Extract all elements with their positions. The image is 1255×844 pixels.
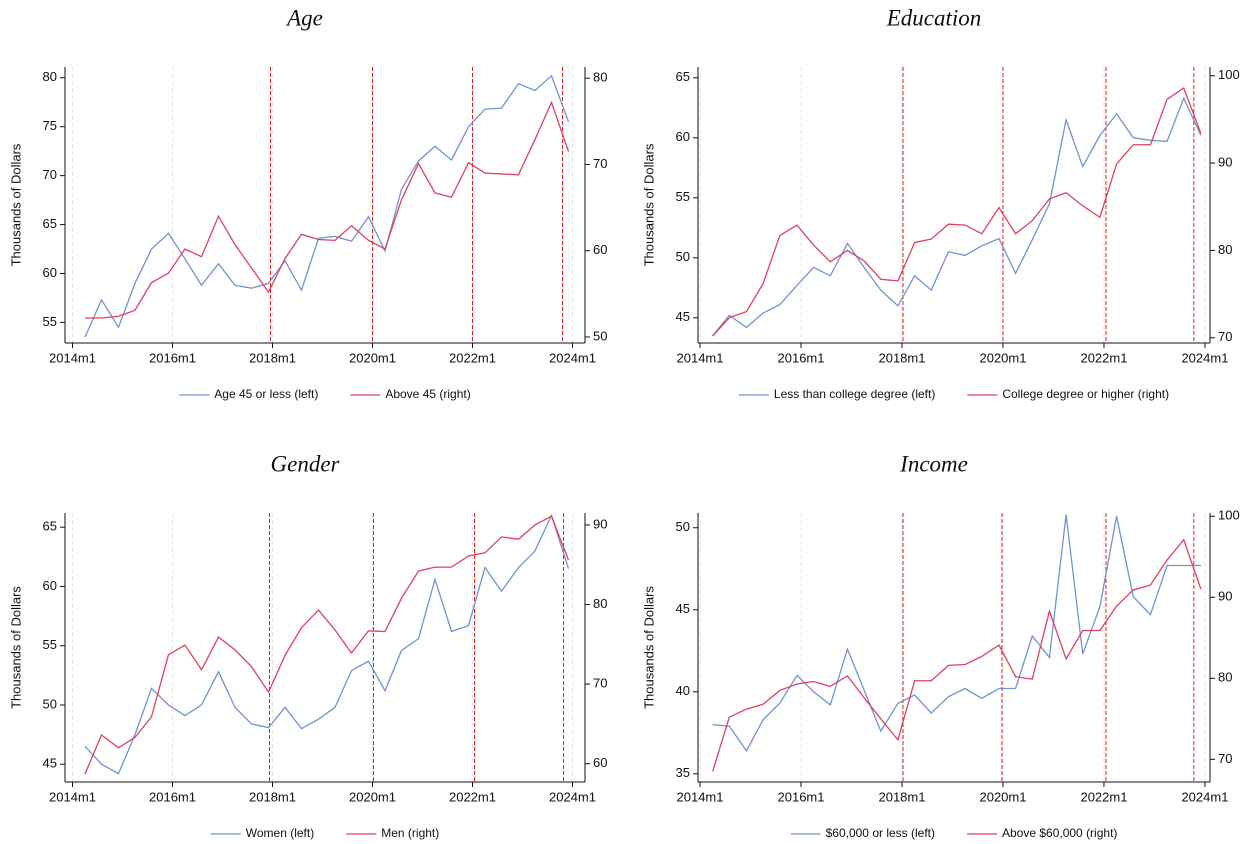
x-tick-label: 2024m1 — [1181, 350, 1228, 365]
series-line — [712, 86, 1202, 337]
series-line — [712, 96, 1202, 337]
legend-label: Age 45 or less (left) — [214, 387, 318, 401]
y2-tick-label: 70 — [593, 156, 607, 171]
chart-title: Gender — [271, 451, 341, 476]
chart-title: Age — [285, 5, 323, 30]
y2-tick-label: 90 — [1218, 589, 1232, 604]
y-tick-label: 35 — [676, 765, 690, 780]
x-tick-label: 2018m1 — [878, 350, 925, 365]
x-tick-label: 2016m1 — [778, 789, 825, 804]
series-line — [84, 515, 570, 775]
y-axis-label: Thousands of Dollars — [641, 586, 656, 709]
y2-tick-label: 100 — [1218, 67, 1240, 82]
x-tick-label: 2022m1 — [449, 789, 496, 804]
y-tick-label: 65 — [43, 519, 57, 534]
y-tick-label: 75 — [43, 118, 57, 133]
y2-tick-label: 50 — [593, 328, 607, 343]
x-tick-label: 2020m1 — [979, 789, 1026, 804]
y2-tick-label: 70 — [593, 676, 607, 691]
y-tick-label: 45 — [676, 601, 690, 616]
y-tick-label: 65 — [676, 69, 690, 84]
y2-tick-label: 90 — [593, 516, 607, 531]
x-tick-label: 2016m1 — [149, 789, 196, 804]
y-tick-label: 50 — [43, 696, 57, 711]
y-tick-label: 60 — [43, 578, 57, 593]
x-tick-label: 2016m1 — [149, 350, 196, 365]
y-tick-label: 45 — [43, 756, 57, 771]
y-axis-label: Thousands of Dollars — [8, 586, 23, 709]
legend-label: Women (left) — [246, 826, 314, 840]
y2-tick-label: 60 — [593, 755, 607, 770]
legend-label: College degree or higher (right) — [1002, 387, 1169, 401]
x-tick-label: 2020m1 — [979, 350, 1026, 365]
y2-tick-label: 80 — [593, 70, 607, 85]
x-tick-label: 2022m1 — [1080, 789, 1127, 804]
y2-tick-label: 80 — [1218, 670, 1232, 685]
y-tick-label: 60 — [43, 265, 57, 280]
y-tick-label: 55 — [43, 637, 57, 652]
legend-label: Less than college degree (left) — [774, 387, 935, 401]
x-tick-label: 2020m1 — [349, 350, 396, 365]
legend: $60,000 or less (left) Above $60,000 (rig… — [790, 826, 1117, 840]
x-tick-label: 2018m1 — [249, 789, 296, 804]
chart-title: Income — [899, 451, 968, 476]
legend: Women (left) Men (right) — [210, 826, 439, 840]
x-tick-label: 2014m1 — [677, 789, 724, 804]
y2-tick-label: 80 — [1218, 242, 1232, 257]
x-tick-label: 2024m1 — [549, 350, 596, 365]
y2-tick-label: 90 — [1218, 155, 1232, 170]
y2-tick-label: 70 — [1218, 751, 1232, 766]
y-tick-label: 40 — [676, 683, 690, 698]
y-tick-label: 70 — [43, 167, 57, 182]
y-tick-label: 50 — [676, 249, 690, 264]
y2-tick-label: 60 — [593, 242, 607, 257]
x-tick-label: 2018m1 — [249, 350, 296, 365]
legend: Age 45 or less (left) Above 45 (right) — [179, 387, 471, 401]
legend-label: Men (right) — [381, 826, 439, 840]
legend-label: Above 45 (right) — [385, 387, 470, 401]
y-tick-label: 50 — [676, 519, 690, 534]
y-axis-label: Thousands of Dollars — [641, 143, 656, 266]
x-tick-label: 2014m1 — [49, 350, 96, 365]
x-tick-label: 2016m1 — [778, 350, 825, 365]
legend-label: $60,000 or less (left) — [826, 826, 935, 840]
x-tick-label: 2020m1 — [349, 789, 396, 804]
y2-tick-label: 70 — [1218, 329, 1232, 344]
x-tick-label: 2024m1 — [1181, 789, 1228, 804]
series-line — [85, 100, 570, 319]
series-line — [84, 513, 570, 775]
y-tick-label: 55 — [43, 314, 57, 329]
legend-label: Above $60,000 (right) — [1002, 826, 1117, 840]
series-line — [84, 74, 570, 338]
series-line — [712, 538, 1202, 772]
y-tick-label: 60 — [676, 129, 690, 144]
y-tick-label: 55 — [676, 189, 690, 204]
x-tick-label: 2024m1 — [549, 789, 596, 804]
chart-title: Education — [886, 5, 982, 30]
y-tick-label: 80 — [43, 69, 57, 84]
x-tick-label: 2014m1 — [49, 789, 96, 804]
series-line — [712, 514, 1201, 753]
x-tick-label: 2022m1 — [449, 350, 496, 365]
x-tick-label: 2014m1 — [677, 350, 724, 365]
legend: Less than college degree (left) College d… — [738, 387, 1169, 401]
y2-tick-label: 100 — [1218, 508, 1240, 523]
y2-tick-label: 80 — [593, 596, 607, 611]
y-axis-label: Thousands of Dollars — [8, 143, 23, 266]
x-tick-label: 2022m1 — [1080, 350, 1127, 365]
y-tick-label: 65 — [43, 216, 57, 231]
y-tick-label: 45 — [676, 309, 690, 324]
x-tick-label: 2018m1 — [878, 789, 925, 804]
